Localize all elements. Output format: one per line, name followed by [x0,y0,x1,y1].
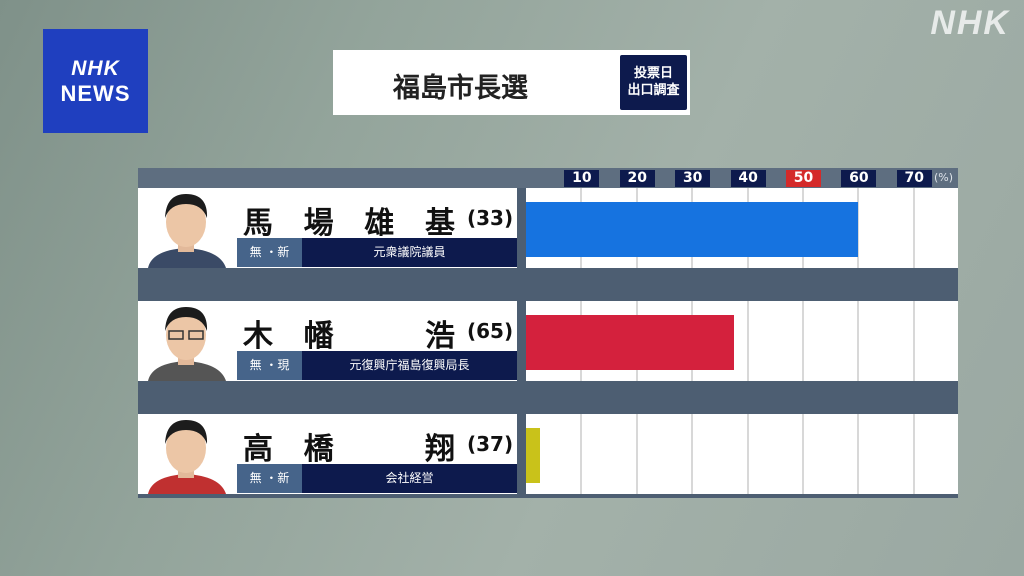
bar-1 [526,315,734,370]
candidate-age: (33) [467,206,514,230]
candidate-age: (37) [467,432,514,456]
name-char: 雄 [364,206,395,241]
tick-label-10: 10 [564,170,600,187]
tick-label-40: 40 [730,170,766,187]
nhk-watermark: NHK [930,4,1010,42]
gridline [746,414,749,494]
gridline [635,414,638,494]
bar-area [526,414,958,494]
gridline [802,301,804,381]
occupation: 元衆議院議員 [302,238,517,267]
candidate-row: 木幡 浩 (65) 無 ・現 元復興庁福島復興局長 [138,301,958,381]
name-char: 橋 [303,432,334,467]
tick-label-30: 30 [675,170,711,187]
gridline [691,414,694,494]
candidate-name: 馬場雄基 [243,198,455,242]
results-chart: (%) 10 20 30 40 50 60 70 馬場雄基 (33) 無 ・新 元衆議院議員… [138,168,958,498]
candidate-info: 馬場雄基 (33) 無 ・新 元衆議院議員 [235,188,517,268]
candidate-name: 高橋 翔 [243,424,455,468]
bar-area [526,188,958,268]
gridline [746,301,749,381]
gridline [802,414,804,494]
gridline [580,414,583,494]
name-char: 翔 [424,432,455,467]
gridline [857,301,860,381]
name-char: 幡 [303,319,334,354]
bar-0 [526,202,859,257]
candidate-age: (65) [467,319,514,343]
name-char: 場 [303,206,334,241]
party-status: 無 ・新 [237,464,302,493]
candidate-photo [138,188,235,268]
exit-poll-badge: 投票日 出口調査 [620,55,687,110]
gridline [912,414,915,494]
name-char [364,424,394,468]
party-status: 無 ・新 [237,238,302,267]
party-status: 無 ・現 [237,351,302,380]
logo-line2: NEWS [60,81,131,106]
x-axis: (%) 10 20 30 40 50 60 70 [138,168,958,188]
candidate-photo [138,414,235,494]
title-box: 福島市長選 投票日 出口調査 [333,50,690,115]
name-char: 木 [243,319,273,354]
occupation: 会社経営 [302,464,517,493]
candidate-photo [138,301,235,381]
candidate-row: 馬場雄基 (33) 無 ・新 元衆議院議員 [138,188,958,268]
axis-unit: (%) [934,171,954,184]
gridline [857,188,860,268]
page-title: 福島市長選 [393,73,528,104]
candidate-row: 高橋 翔 (37) 無 ・新 会社経営 [138,414,958,494]
occupation: 元復興庁福島復興局長 [302,351,517,380]
bar-2 [526,428,540,483]
tick-label-70: 70 [896,170,932,187]
badge-line1: 投票日 [633,66,673,81]
tick-label-20: 20 [619,170,655,187]
badge-line2: 出口調査 [627,83,680,98]
nhk-news-logo: NHK NEWS [43,29,148,133]
name-char: 浩 [424,319,455,354]
tick-label-50: 50 [786,170,821,187]
gridline [857,414,860,494]
name-char: 高 [243,432,273,467]
gridline [912,301,915,381]
bar-area [526,301,958,381]
logo-line1: NHK [71,57,120,80]
gridline [912,188,915,268]
tick-label-60: 60 [841,170,877,187]
name-char: 基 [424,206,455,241]
name-char: 馬 [243,206,273,241]
candidate-info: 木幡 浩 (65) 無 ・現 元復興庁福島復興局長 [235,301,517,381]
candidate-info: 高橋 翔 (37) 無 ・新 会社経営 [235,414,517,494]
name-char [364,311,394,355]
candidate-name: 木幡 浩 [243,311,455,355]
